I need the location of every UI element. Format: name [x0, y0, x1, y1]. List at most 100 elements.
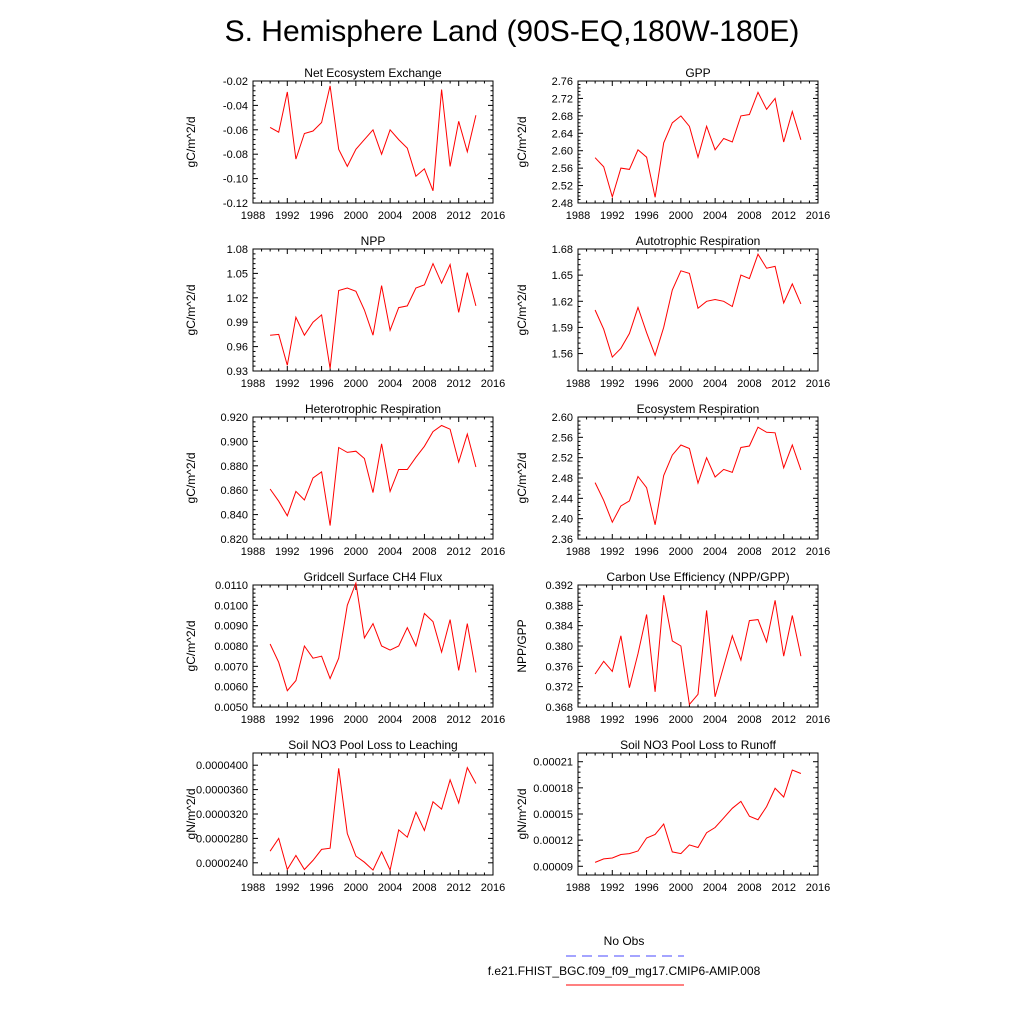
- x-tick-label: 1988: [566, 378, 590, 390]
- x-tick-label: 1992: [600, 882, 624, 894]
- x-tick-label: 1988: [566, 210, 590, 222]
- x-tick-label: 2016: [481, 546, 505, 558]
- y-tick-label: 0.00018: [533, 783, 573, 795]
- y-tick-label: 0.0060: [214, 682, 248, 694]
- x-tick-label: 2008: [737, 546, 761, 558]
- y-tick-label: -0.08: [223, 149, 248, 161]
- y-tick-label: 0.880: [220, 461, 248, 473]
- y-tick-label: 2.68: [552, 111, 573, 123]
- x-tick-label: 2008: [412, 714, 436, 726]
- x-tick-label: 1988: [566, 882, 590, 894]
- y-axis-label: gC/m^2/d: [184, 621, 198, 672]
- panel-title: Soil NO3 Pool Loss to Leaching: [288, 738, 457, 752]
- y-tick-label: 0.392: [545, 580, 573, 592]
- y-tick-label: 0.00009: [533, 861, 573, 873]
- y-tick-label: 2.60: [552, 146, 573, 158]
- x-tick-label: 2012: [446, 378, 470, 390]
- x-tick-label: 1996: [634, 714, 658, 726]
- x-tick-label: 2012: [771, 546, 795, 558]
- x-tick-label: 1992: [275, 378, 299, 390]
- x-tick-label: 2016: [481, 210, 505, 222]
- x-tick-label: 1988: [566, 546, 590, 558]
- x-tick-label: 2004: [703, 210, 727, 222]
- plot-frame: [577, 80, 819, 204]
- x-tick-label: 2008: [412, 378, 436, 390]
- y-tick-label: 0.99: [227, 317, 248, 329]
- x-tick-label: 2012: [771, 714, 795, 726]
- y-tick-label: 2.52: [552, 181, 573, 193]
- x-tick-label: 2004: [378, 714, 402, 726]
- y-tick-label: 2.48: [552, 473, 573, 485]
- x-tick-label: 1988: [241, 546, 265, 558]
- x-tick-label: 2004: [703, 882, 727, 894]
- x-tick-label: 2004: [703, 714, 727, 726]
- chart-panel-2: GPP gC/m^2/d 1988 1992 1996 2000 2004 2008 2012 2…: [515, 66, 830, 222]
- y-tick-label: 1.08: [227, 244, 248, 256]
- chart-panel-1: Net Ecosystem Exchange gC/m^2/d 1988 1992 19…: [184, 66, 505, 222]
- x-tick-label: 2004: [703, 546, 727, 558]
- x-tick-label: 1992: [600, 714, 624, 726]
- plot-frame: [577, 416, 819, 540]
- x-tick-label: 2000: [669, 378, 693, 390]
- x-tick-label: 2000: [669, 882, 693, 894]
- y-tick-label: 0.860: [220, 485, 248, 497]
- panel-title: GPP: [685, 66, 710, 80]
- x-tick-label: 2000: [669, 210, 693, 222]
- series-line: [594, 769, 802, 863]
- y-axis-label: gC/m^2/d: [515, 117, 529, 168]
- y-tick-label: 2.44: [552, 493, 573, 505]
- y-tick-label: -0.12: [223, 198, 248, 210]
- x-tick-label: 2004: [378, 378, 402, 390]
- panel-title: Autotrophic Respiration: [636, 234, 761, 248]
- y-tick-label: 0.920: [220, 412, 248, 424]
- x-tick-label: 1992: [275, 210, 299, 222]
- x-tick-label: 2012: [446, 882, 470, 894]
- y-axis-label: gC/m^2/d: [184, 285, 198, 336]
- y-tick-label: 0.368: [545, 702, 573, 714]
- y-tick-label: 1.05: [227, 268, 248, 280]
- y-tick-label: 1.62: [552, 296, 573, 308]
- x-tick-label: 1996: [309, 378, 333, 390]
- y-tick-label: 0.0090: [214, 621, 248, 633]
- y-tick-label: 0.0000360: [196, 785, 248, 797]
- x-tick-label: 2012: [771, 882, 795, 894]
- x-tick-label: 2016: [481, 714, 505, 726]
- y-tick-label: 1.68: [552, 244, 573, 256]
- y-tick-label: 1.56: [552, 349, 573, 361]
- y-tick-label: -0.02: [223, 76, 248, 88]
- x-tick-label: 2000: [344, 714, 368, 726]
- x-tick-label: 2016: [806, 378, 830, 390]
- y-tick-label: 1.65: [552, 270, 573, 282]
- x-tick-label: 1988: [241, 882, 265, 894]
- series-line: [270, 262, 477, 369]
- y-tick-label: -0.06: [223, 125, 248, 137]
- y-tick-label: 0.376: [545, 661, 573, 673]
- plot-frame: [577, 248, 819, 372]
- y-tick-label: 0.372: [545, 682, 573, 694]
- series-line: [269, 581, 477, 692]
- legend-model-label: f.e21.FHIST_BGC.f09_f09_mg17.CMIP6-AMIP.…: [488, 964, 761, 978]
- plot-frame: [577, 752, 819, 876]
- x-tick-label: 1996: [309, 714, 333, 726]
- x-tick-label: 2008: [737, 210, 761, 222]
- x-tick-label: 1988: [241, 714, 265, 726]
- x-tick-label: 1996: [634, 210, 658, 222]
- x-tick-label: 1988: [241, 378, 265, 390]
- x-tick-label: 2004: [378, 210, 402, 222]
- x-tick-label: 2004: [378, 546, 402, 558]
- y-axis-label: gC/m^2/d: [184, 117, 198, 168]
- series-line: [269, 424, 477, 526]
- y-tick-label: 2.36: [552, 534, 573, 546]
- panel-grid: Net Ecosystem Exchange gC/m^2/d 1988 1992 19…: [184, 66, 830, 894]
- plot-frame: [252, 416, 494, 540]
- y-tick-label: 2.52: [552, 453, 573, 465]
- panel-title: Carbon Use Efficiency (NPP/GPP): [606, 570, 789, 584]
- x-tick-label: 1992: [600, 378, 624, 390]
- series-line: [269, 766, 477, 872]
- y-tick-label: 0.0100: [214, 600, 248, 612]
- figure-title: S. Hemisphere Land (90S-EQ,180W-180E): [225, 15, 800, 48]
- x-tick-label: 2016: [806, 714, 830, 726]
- x-tick-label: 2000: [344, 546, 368, 558]
- y-tick-label: 0.0050: [214, 702, 248, 714]
- y-tick-label: 0.0110: [215, 580, 248, 592]
